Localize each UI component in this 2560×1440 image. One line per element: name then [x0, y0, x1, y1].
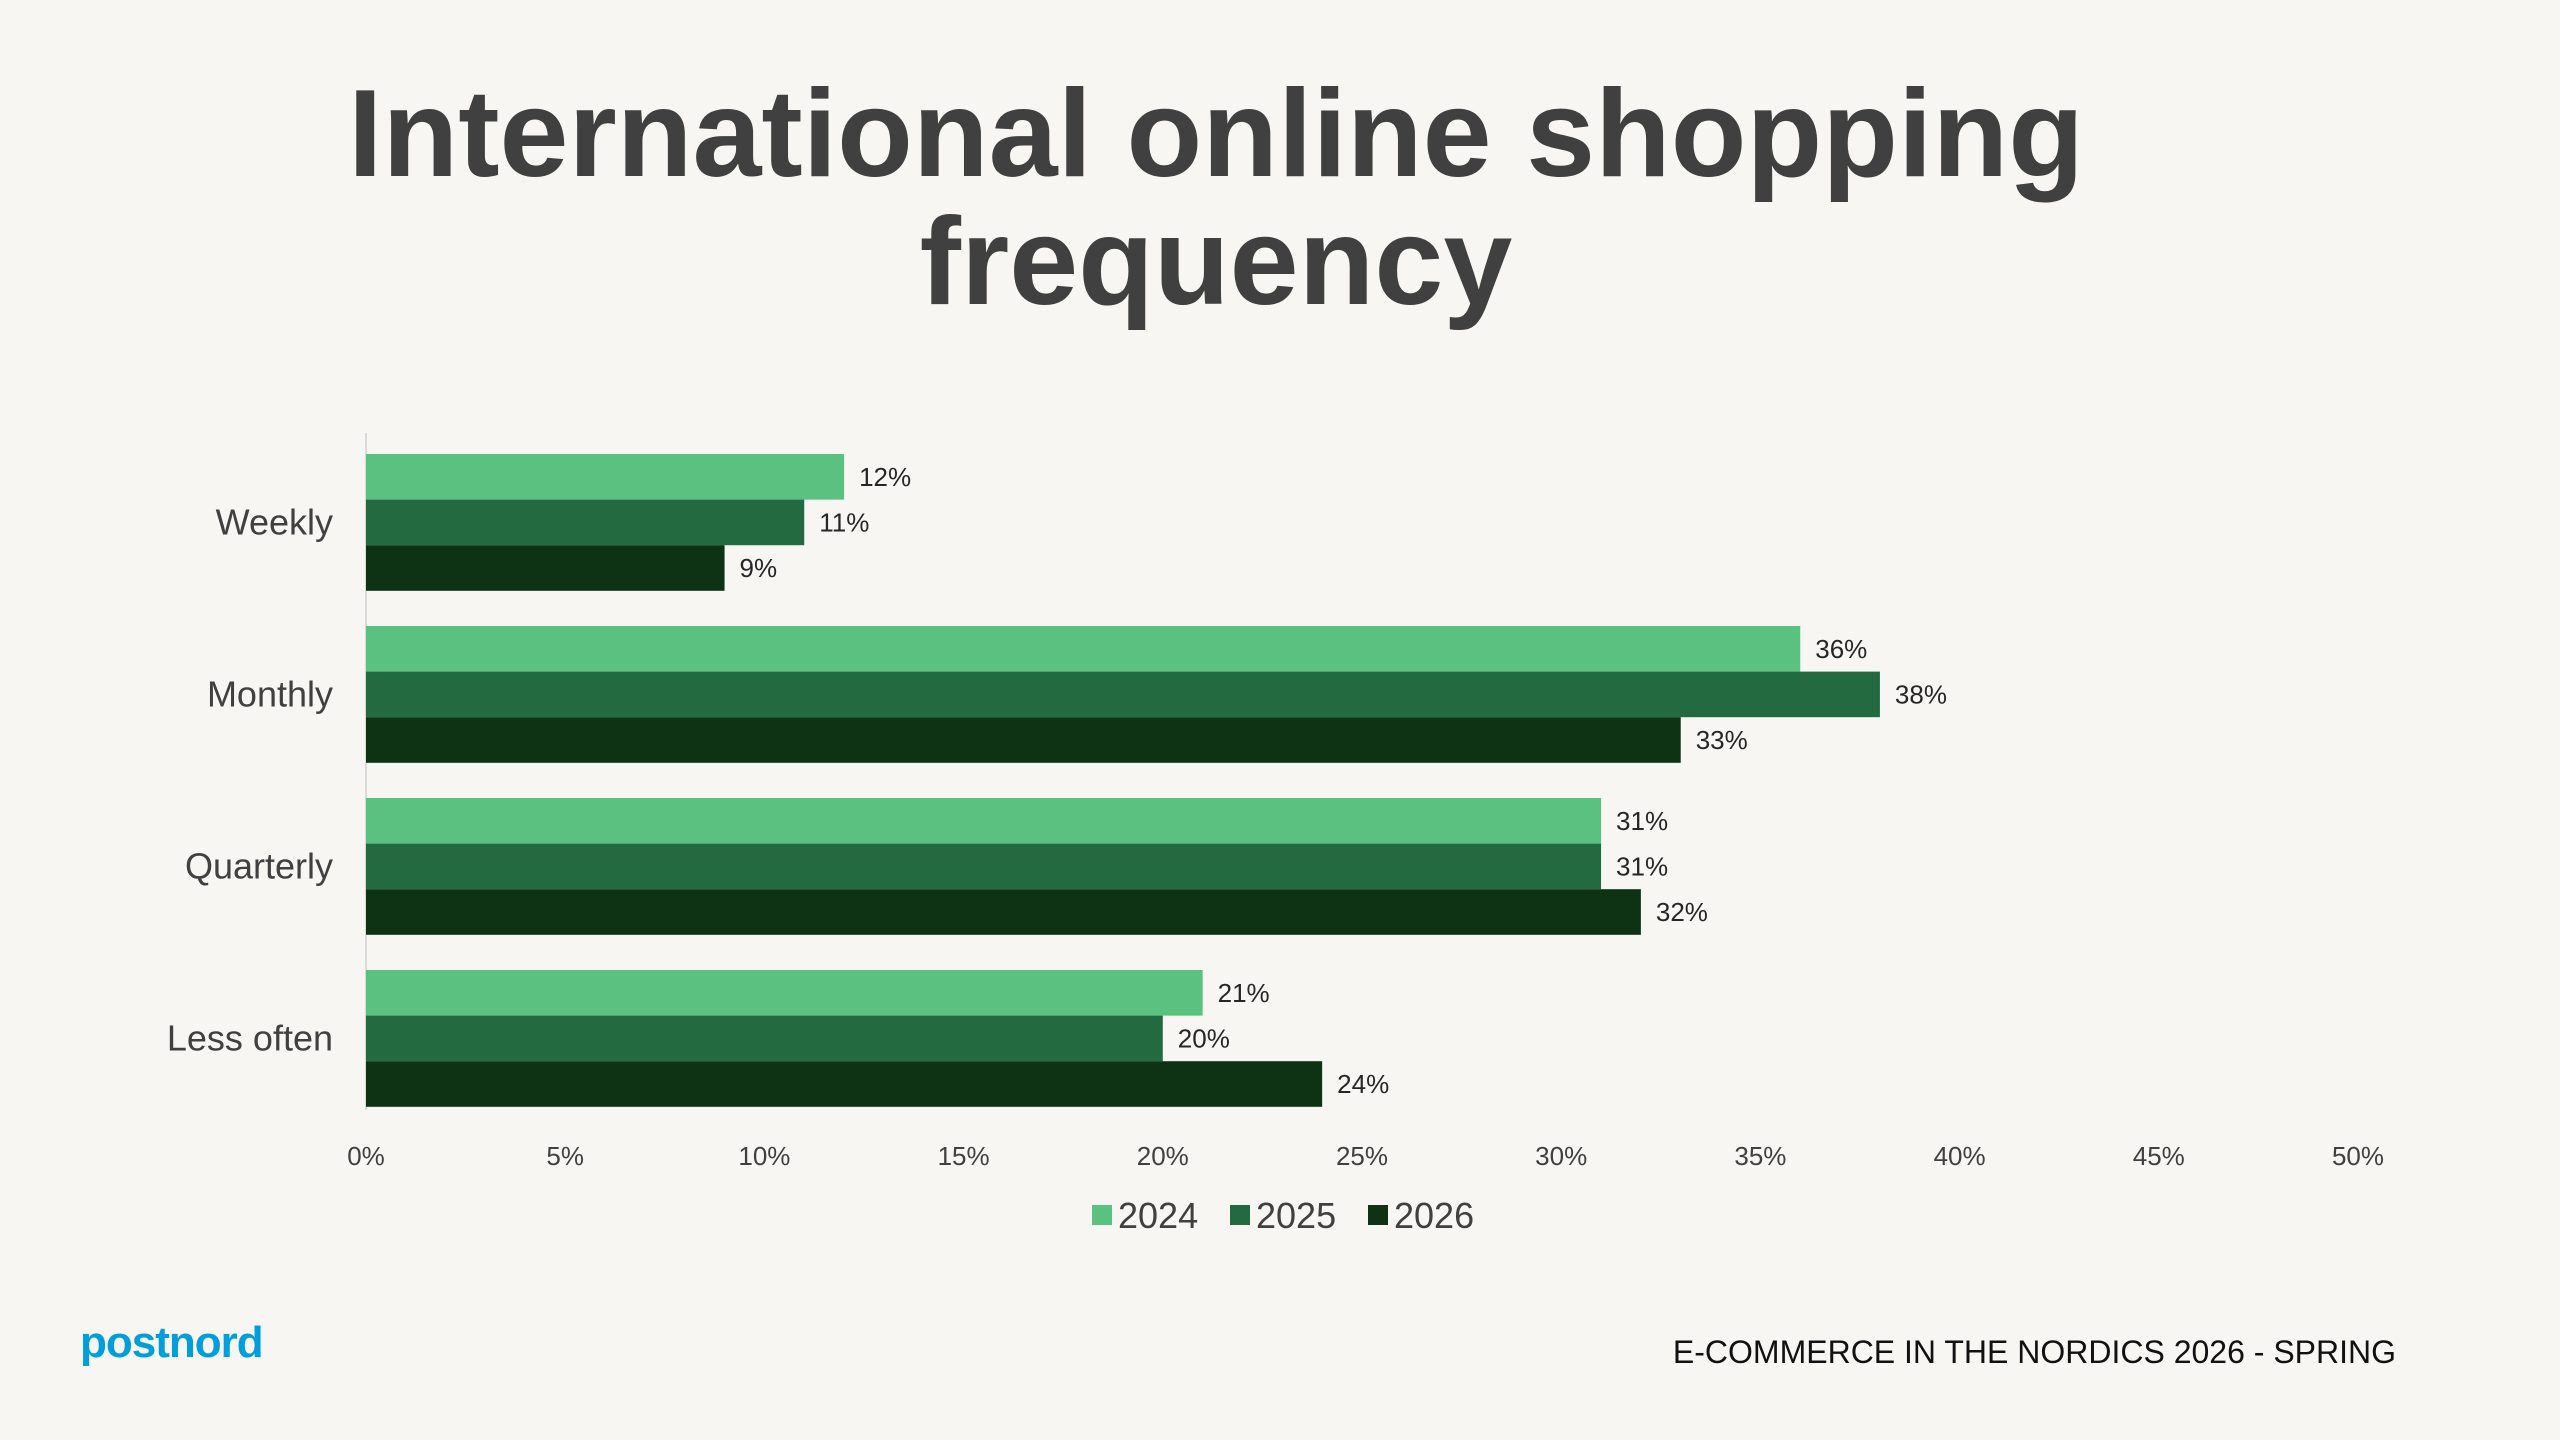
bar-2024 — [366, 626, 1801, 672]
bar-2025 — [366, 671, 1880, 718]
legend-swatch-2024 — [1092, 1205, 1112, 1225]
chart-title: International online shopping frequency — [348, 65, 2084, 331]
bar-2026 — [366, 889, 1641, 935]
x-tick-label: 40% — [1934, 1141, 1986, 1171]
category-label: Monthly — [207, 673, 333, 714]
x-tick-label: 0% — [347, 1141, 385, 1171]
x-tick-label: 25% — [1336, 1141, 1388, 1171]
x-tick-label: 15% — [938, 1141, 990, 1171]
category-label: Weekly — [216, 501, 333, 542]
x-tick-label: 35% — [1734, 1141, 1786, 1171]
x-tick-label: 10% — [738, 1141, 790, 1171]
data-label: 9% — [740, 553, 778, 583]
legend-swatch-2026 — [1368, 1205, 1388, 1225]
bar-2026 — [366, 1061, 1323, 1107]
x-tick-label: 20% — [1137, 1141, 1189, 1171]
legend-swatch-2025 — [1230, 1205, 1250, 1225]
legend-label: 2025 — [1256, 1195, 1336, 1236]
postnord-logo: postnord — [80, 1318, 264, 1367]
bar-2025 — [366, 499, 805, 546]
data-label: 36% — [1815, 634, 1867, 664]
data-label: 31% — [1616, 806, 1668, 836]
category-label: Quarterly — [185, 845, 333, 886]
data-label: 21% — [1218, 978, 1270, 1008]
bar-2025 — [366, 1015, 1163, 1062]
bar-2024 — [366, 798, 1602, 844]
legend-label: 2026 — [1394, 1195, 1474, 1236]
x-tick-label: 50% — [2332, 1141, 2384, 1171]
x-tick-label: 45% — [2133, 1141, 2185, 1171]
data-label: 38% — [1895, 679, 1947, 709]
data-label: 12% — [859, 462, 911, 492]
data-label: 20% — [1178, 1023, 1230, 1053]
bar-2024 — [366, 970, 1203, 1016]
bar-2025 — [366, 843, 1602, 890]
bar-2024 — [366, 454, 845, 500]
bar-2026 — [366, 545, 725, 591]
category-label: Less often — [167, 1017, 333, 1058]
data-label: 31% — [1616, 851, 1668, 881]
legend-label: 2024 — [1118, 1195, 1198, 1236]
data-label: 33% — [1696, 725, 1748, 755]
bar-2026 — [366, 717, 1681, 763]
x-tick-label: 30% — [1535, 1141, 1587, 1171]
x-tick-label: 5% — [546, 1141, 584, 1171]
data-label: 32% — [1656, 897, 1708, 927]
data-label: 11% — [819, 507, 869, 537]
footer-caption: E-COMMERCE IN THE NORDICS 2026 - SPRING — [1672, 1334, 2396, 1370]
data-label: 24% — [1337, 1069, 1389, 1099]
